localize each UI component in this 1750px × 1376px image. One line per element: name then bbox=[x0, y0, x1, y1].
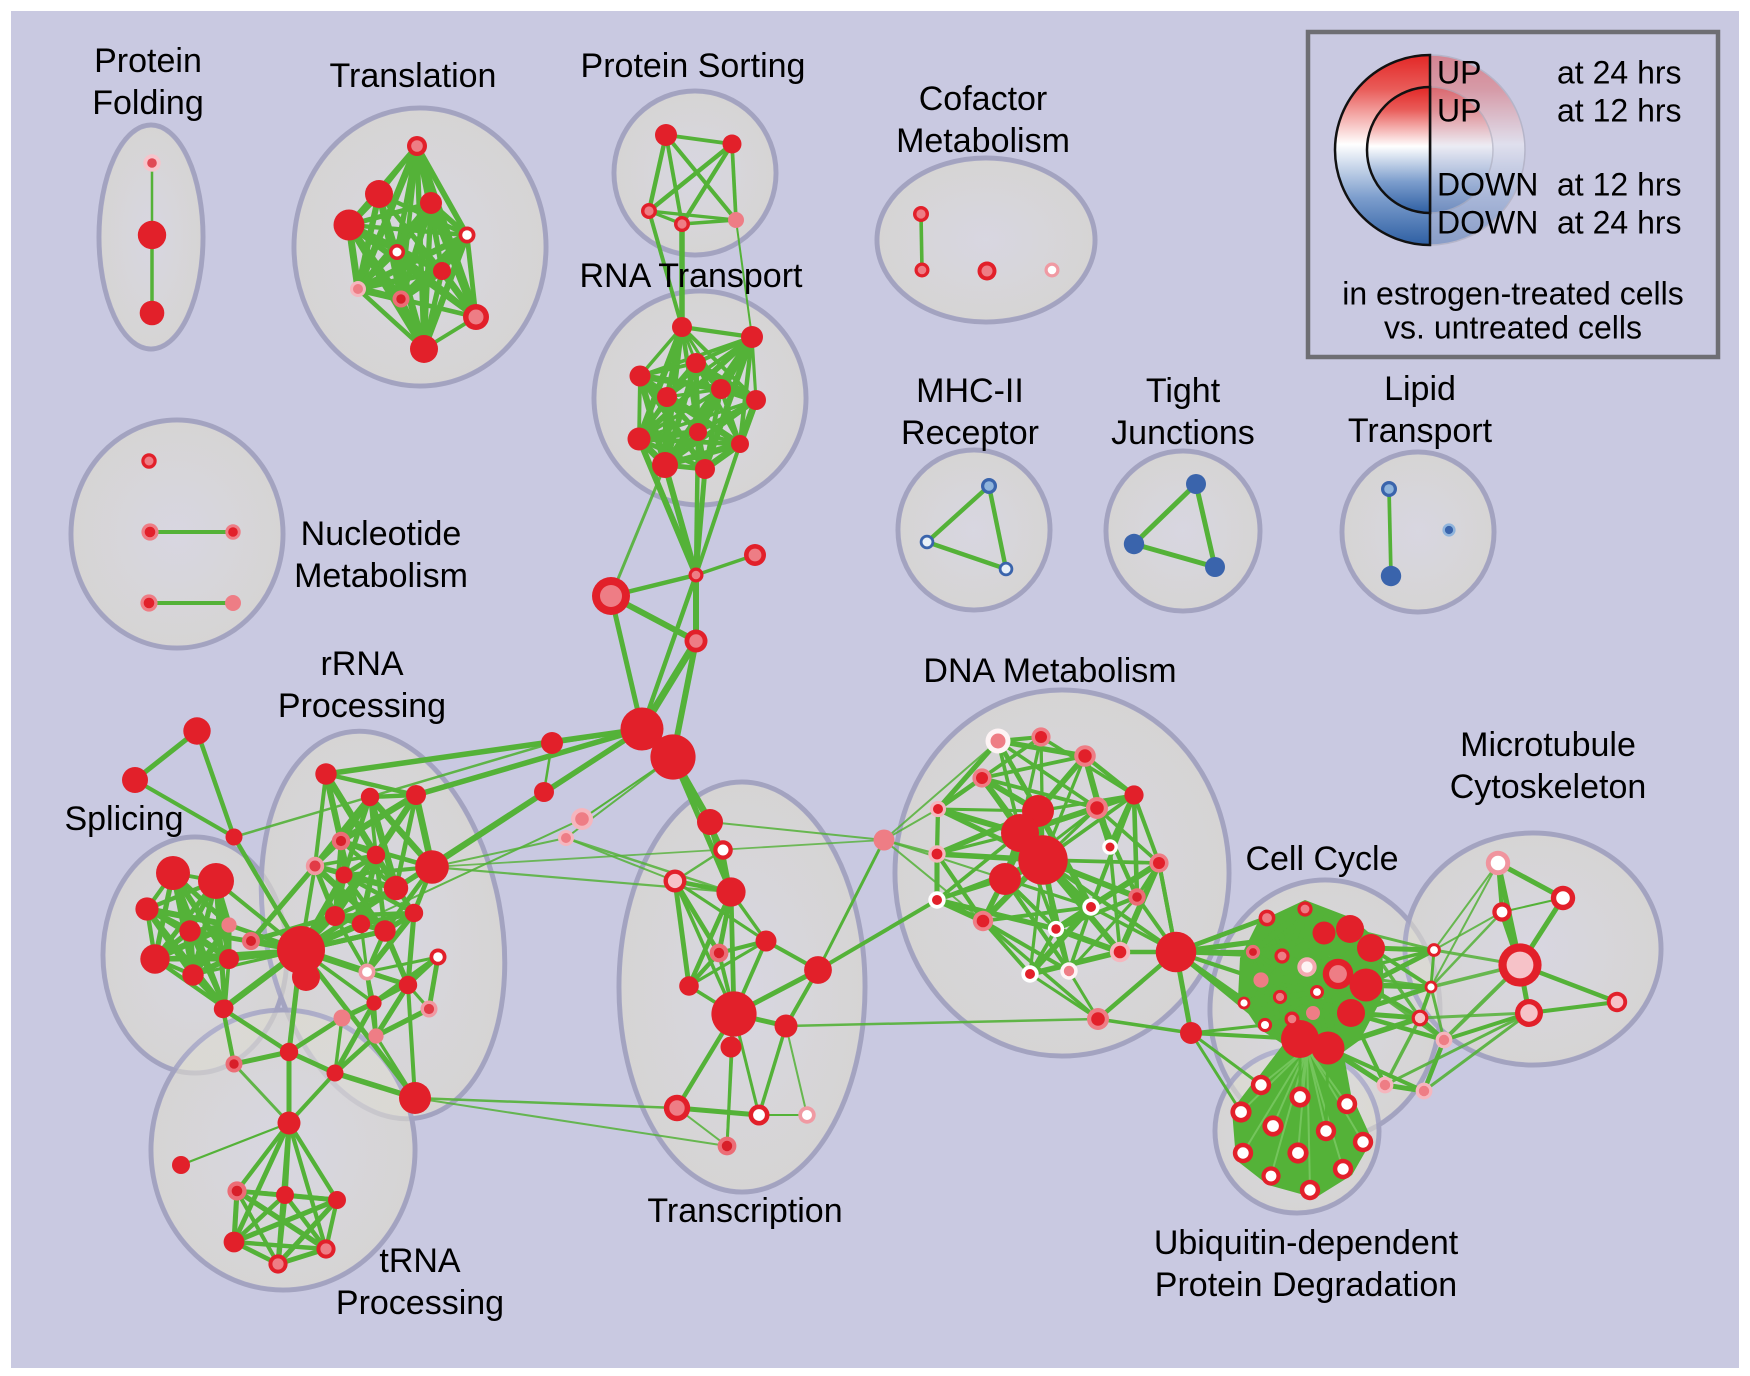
svg-text:MHC-II: MHC-II bbox=[916, 372, 1024, 410]
svg-text:Nucleotide: Nucleotide bbox=[301, 515, 462, 553]
svg-text:UP: UP bbox=[1437, 54, 1481, 90]
svg-text:Lipid: Lipid bbox=[1384, 370, 1456, 408]
svg-text:in estrogen-treated cells: in estrogen-treated cells bbox=[1342, 275, 1684, 311]
svg-text:Transcription: Transcription bbox=[647, 1192, 842, 1230]
svg-text:Folding: Folding bbox=[92, 84, 204, 122]
svg-text:Metabolism: Metabolism bbox=[896, 122, 1070, 160]
svg-text:Protein Sorting: Protein Sorting bbox=[581, 47, 806, 85]
svg-text:Protein Degradation: Protein Degradation bbox=[1155, 1266, 1457, 1304]
svg-text:Tight: Tight bbox=[1146, 372, 1221, 410]
svg-text:Ubiquitin-dependent: Ubiquitin-dependent bbox=[1154, 1224, 1459, 1262]
svg-text:Cell Cycle: Cell Cycle bbox=[1245, 840, 1398, 878]
svg-text:Metabolism: Metabolism bbox=[294, 557, 468, 595]
svg-text:RNA Transport: RNA Transport bbox=[580, 257, 804, 295]
svg-text:at 24 hrs: at 24 hrs bbox=[1557, 54, 1682, 90]
svg-text:at 12 hrs: at 12 hrs bbox=[1557, 92, 1682, 128]
svg-text:vs. untreated cells: vs. untreated cells bbox=[1384, 309, 1642, 345]
svg-text:Translation: Translation bbox=[330, 57, 497, 95]
svg-text:Splicing: Splicing bbox=[64, 800, 183, 838]
svg-text:Microtubule: Microtubule bbox=[1460, 726, 1636, 764]
svg-text:rRNA: rRNA bbox=[320, 645, 403, 683]
svg-text:Junctions: Junctions bbox=[1111, 414, 1255, 452]
svg-text:Processing: Processing bbox=[336, 1284, 504, 1322]
svg-text:DNA Metabolism: DNA Metabolism bbox=[923, 652, 1176, 690]
svg-text:UP: UP bbox=[1437, 92, 1481, 128]
svg-text:Processing: Processing bbox=[278, 687, 446, 725]
svg-text:at 12 hrs: at 12 hrs bbox=[1557, 166, 1682, 202]
svg-text:Cytoskeleton: Cytoskeleton bbox=[1450, 768, 1647, 806]
svg-text:Protein: Protein bbox=[94, 42, 202, 80]
svg-text:Cofactor: Cofactor bbox=[919, 80, 1048, 118]
svg-text:DOWN: DOWN bbox=[1437, 166, 1538, 202]
svg-text:tRNA: tRNA bbox=[379, 1242, 461, 1280]
svg-text:at 24 hrs: at 24 hrs bbox=[1557, 204, 1682, 240]
svg-text:Transport: Transport bbox=[1348, 412, 1493, 450]
svg-text:Receptor: Receptor bbox=[901, 414, 1039, 452]
svg-text:DOWN: DOWN bbox=[1437, 204, 1538, 240]
